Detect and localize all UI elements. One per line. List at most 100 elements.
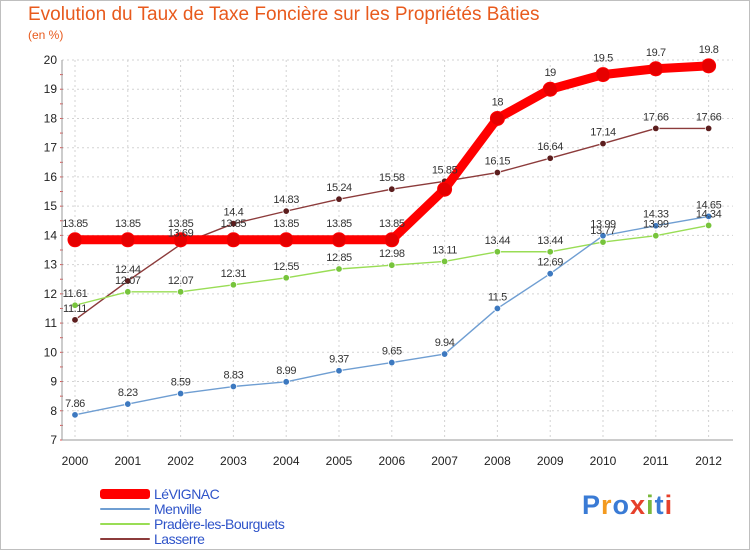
y-tick-label: 11 <box>45 316 58 330</box>
logo-letter: t <box>654 490 665 520</box>
data-point <box>599 238 607 246</box>
data-point <box>67 232 83 248</box>
y-tick-label: 13 <box>44 258 58 272</box>
y-tick-label: 20 <box>44 53 58 67</box>
data-point <box>384 232 400 248</box>
legend-label: Pradère-les-Bourguets <box>154 515 285 532</box>
data-label: 16.15 <box>485 156 511 168</box>
data-point <box>229 382 238 391</box>
data-label: 13.85 <box>62 218 88 230</box>
proxiti-logo: Proxiti <box>582 490 673 521</box>
data-point <box>599 231 607 240</box>
data-point <box>493 168 502 177</box>
data-label: 8.99 <box>276 365 296 377</box>
data-label: 13.85 <box>326 218 352 230</box>
data-point <box>652 231 660 240</box>
data-point <box>704 124 713 133</box>
y-tick-label: 10 <box>44 345 58 359</box>
data-point <box>388 358 396 367</box>
data-point <box>335 367 343 375</box>
data-point <box>652 124 660 133</box>
data-label: 18 <box>492 96 504 108</box>
data-point <box>546 248 554 256</box>
data-point <box>493 304 502 313</box>
legend-label: LéVIGNAC <box>154 485 220 502</box>
data-point <box>278 232 294 248</box>
data-point <box>120 232 136 248</box>
data-label: 12.55 <box>273 261 299 273</box>
data-point <box>701 58 717 74</box>
data-point <box>124 277 132 285</box>
data-label: 9.37 <box>329 354 349 366</box>
data-label: 19 <box>544 67 556 79</box>
data-point <box>493 248 502 256</box>
data-label: 11.5 <box>488 291 507 303</box>
data-point <box>546 269 554 278</box>
data-label: 12.98 <box>379 248 405 260</box>
x-tick-label: 2005 <box>326 454 353 468</box>
logo-letter: i <box>646 490 655 520</box>
data-point <box>71 316 79 324</box>
legend-label: Lasserre <box>154 530 205 547</box>
legend-swatch-pradere <box>100 522 150 525</box>
legend-item: LéVIGNAC <box>100 485 284 502</box>
data-label: 14.4 <box>223 207 243 219</box>
data-label: 11.11 <box>63 303 87 315</box>
y-tick-label: 19 <box>44 82 58 96</box>
plot-area <box>62 60 733 440</box>
data-point <box>388 185 396 193</box>
legend: LéVIGNAC Menville Pradère-les-Bourguets … <box>100 485 285 547</box>
x-tick-label: 2001 <box>114 454 141 468</box>
data-label: 15.24 <box>326 182 352 194</box>
data-point <box>546 154 554 162</box>
legend-item: Lasserre <box>100 530 284 547</box>
y-tick-label: 15 <box>44 199 58 213</box>
y-tick-label: 16 <box>44 170 58 184</box>
data-point <box>225 232 241 248</box>
data-label: 12.07 <box>168 275 194 287</box>
data-label: 9.65 <box>382 346 402 358</box>
data-point <box>440 350 449 358</box>
logo-letter: r <box>601 490 613 520</box>
logo-letter: i <box>664 490 674 520</box>
data-label: 19.5 <box>593 53 613 65</box>
y-tick-label: 12 <box>44 287 58 301</box>
data-point <box>599 139 607 148</box>
data-label: 13.77 <box>590 225 616 237</box>
data-point <box>282 207 290 215</box>
logo-letter: P <box>582 490 602 520</box>
data-point <box>437 181 453 197</box>
data-point <box>388 261 396 269</box>
data-point <box>229 281 238 289</box>
data-label: 14.33 <box>643 209 669 221</box>
data-point <box>704 212 713 221</box>
x-tick-label: 2002 <box>167 454 194 468</box>
data-label: 16.64 <box>537 141 563 153</box>
y-tick-label: 9 <box>50 375 57 389</box>
data-point <box>652 222 660 230</box>
data-label: 17.14 <box>590 127 616 139</box>
data-point <box>331 232 347 248</box>
data-point <box>176 288 185 296</box>
x-tick-label: 2007 <box>431 454 458 468</box>
chart-title: Evolution du Taux de Taxe Foncière sur l… <box>28 4 540 25</box>
data-point <box>489 110 505 126</box>
data-label: 13.85 <box>379 218 405 230</box>
data-label: 13.11 <box>432 244 457 256</box>
y-tick-label: 8 <box>50 404 57 418</box>
data-label: 13.44 <box>537 235 563 247</box>
data-label: 19.7 <box>646 47 666 59</box>
chart-unit-label: (en %) <box>28 28 64 42</box>
data-label: 13.85 <box>168 218 194 230</box>
logo-letter: x <box>630 490 647 520</box>
data-label: 13.69 <box>168 227 194 239</box>
x-tick-label: 2006 <box>378 454 405 468</box>
legend-item: Menville <box>100 501 284 517</box>
data-point <box>176 389 185 398</box>
x-tick-label: 2000 <box>62 454 89 468</box>
y-tick-label: 14 <box>44 228 58 242</box>
x-tick-label: 2003 <box>220 454 247 468</box>
x-tick-label: 2009 <box>537 454 564 468</box>
data-label: 12.44 <box>115 264 141 276</box>
